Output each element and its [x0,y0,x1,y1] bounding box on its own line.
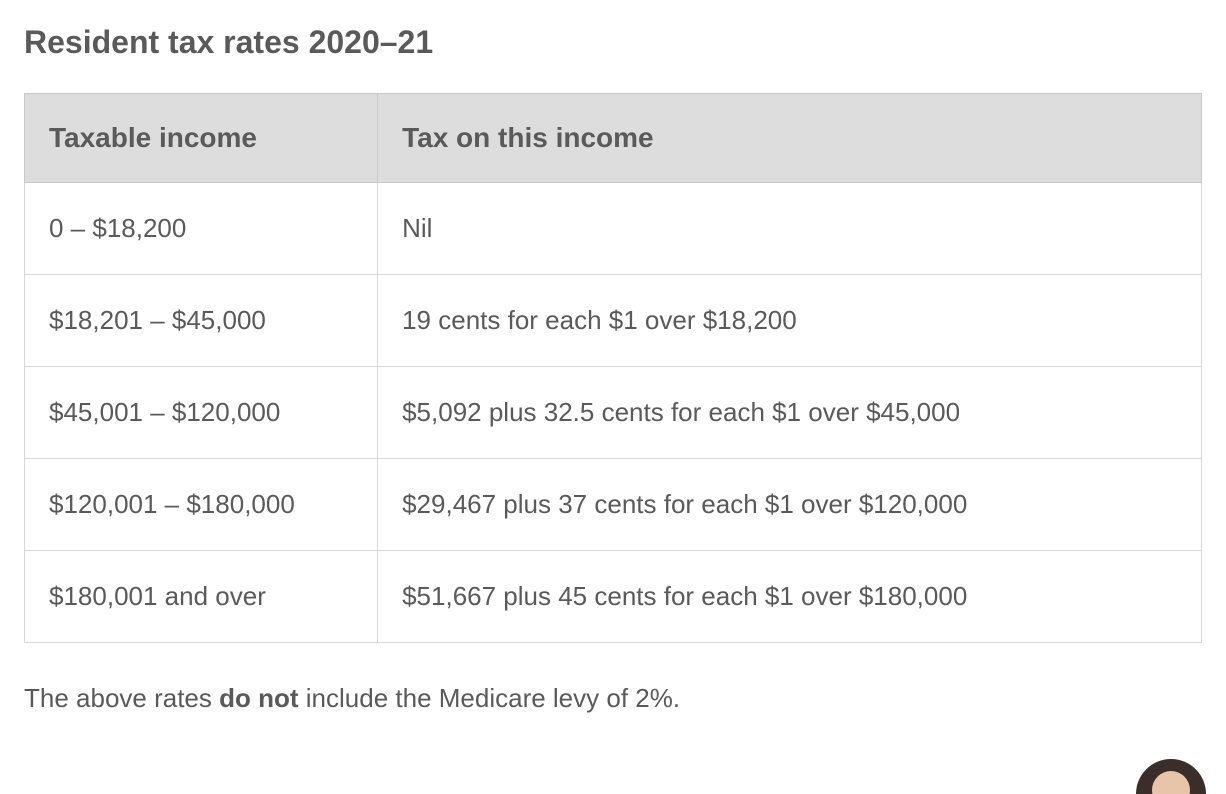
table-row: $45,001 – $120,000 $5,092 plus 32.5 cent… [25,367,1202,459]
cell-tax-amount: $5,092 plus 32.5 cents for each $1 over … [378,367,1202,459]
column-header-taxable-income: Taxable income [25,94,378,183]
avatar-icon [1136,759,1206,794]
table-row: $120,001 – $180,000 $29,467 plus 37 cent… [25,459,1202,551]
cell-tax-amount: $29,467 plus 37 cents for each $1 over $… [378,459,1202,551]
footnote-prefix: The above rates [24,683,219,713]
tax-rates-table: Taxable income Tax on this income 0 – $1… [24,93,1202,643]
cell-income-range: $180,001 and over [25,551,378,643]
cell-income-range: $45,001 – $120,000 [25,367,378,459]
page-title: Resident tax rates 2020–21 [24,24,1202,61]
cell-income-range: $120,001 – $180,000 [25,459,378,551]
cell-income-range: $18,201 – $45,000 [25,275,378,367]
cell-tax-amount: 19 cents for each $1 over $18,200 [378,275,1202,367]
avatar-face [1152,771,1190,794]
table-row: $18,201 – $45,000 19 cents for each $1 o… [25,275,1202,367]
cell-tax-amount: Nil [378,183,1202,275]
footnote: The above rates do not include the Medic… [24,683,1202,714]
table-header-row: Taxable income Tax on this income [25,94,1202,183]
footnote-suffix: include the Medicare levy of 2%. [299,683,681,713]
cell-income-range: 0 – $18,200 [25,183,378,275]
table-row: 0 – $18,200 Nil [25,183,1202,275]
cell-tax-amount: $51,667 plus 45 cents for each $1 over $… [378,551,1202,643]
column-header-tax-on-income: Tax on this income [378,94,1202,183]
footnote-bold: do not [219,683,298,713]
table-row: $180,001 and over $51,667 plus 45 cents … [25,551,1202,643]
